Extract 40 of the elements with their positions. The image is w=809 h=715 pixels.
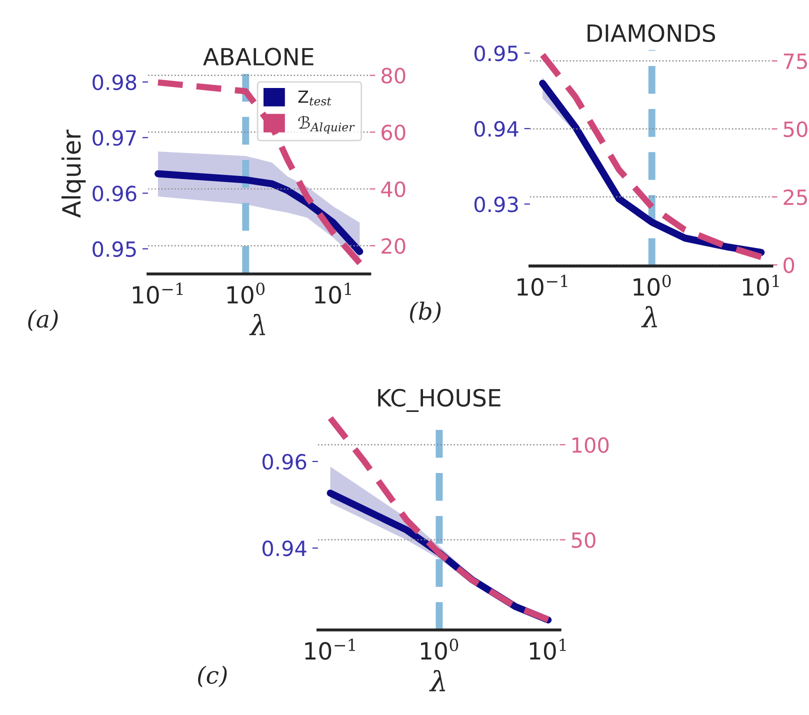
- chart-title: ABALONE: [203, 48, 314, 66]
- y-tick-label: 0.93: [474, 196, 518, 212]
- x-tick-label: 10$^{−1}$: [132, 282, 183, 304]
- legend-label: ℬ$_{Alquier}$: [298, 116, 355, 134]
- y2-tick-label: 0: [784, 257, 794, 274]
- y-tick-label: 0.97: [92, 130, 136, 146]
- x-axis-title: λ: [641, 306, 658, 328]
- x-axis-title: λ: [249, 314, 266, 336]
- y2-tick-label: 80: [382, 68, 406, 84]
- y-tick-label: 0.96: [92, 186, 136, 202]
- text: (b): [410, 302, 441, 324]
- y-tick-label: 0.98: [92, 74, 136, 90]
- y-tick-label: 0.94: [474, 121, 518, 137]
- x-tick-label: 10$^{1}$: [530, 638, 566, 660]
- y-tick-label: 0.95: [474, 46, 518, 62]
- y2-tick-label: 20: [382, 238, 406, 254]
- text: (c): [198, 666, 227, 688]
- legend-label: Z$_{test}$: [298, 90, 332, 106]
- text: (a): [28, 310, 58, 332]
- y2-tick-label: 50: [572, 532, 596, 548]
- y2-tick-label: 50: [784, 121, 808, 138]
- y2-tick-label: 100: [572, 437, 609, 453]
- y-tick-label: 0.96: [262, 454, 306, 470]
- x-tick-label: 10$^{−1}$: [305, 638, 355, 660]
- y-axis-title: Alquier: [61, 130, 86, 218]
- y2-tick-label: 75: [784, 54, 807, 70]
- x-tick-label: 10$^{−1}$: [518, 274, 568, 296]
- x-tick-label: 10$^{1}$: [743, 274, 779, 296]
- y-tick-label: 0.95: [92, 241, 136, 258]
- y2-tick-label: 25: [784, 189, 807, 206]
- x-axis-title: λ: [429, 670, 446, 692]
- y2-tick-label: 40: [381, 181, 406, 198]
- y-tick-label: 0.94: [262, 540, 306, 556]
- y2-tick-label: 60: [382, 124, 406, 140]
- x-tick-label: 10$^{0}$: [421, 638, 458, 660]
- x-tick-label: 10$^{0}$: [634, 274, 671, 296]
- x-tick-label: 10$^{1}$: [315, 282, 351, 304]
- chart-title: DIAMONDS: [588, 24, 716, 42]
- chart-title: KC_HOUSE: [378, 388, 500, 412]
- x-tick-label: 10$^{0}$: [227, 282, 265, 304]
